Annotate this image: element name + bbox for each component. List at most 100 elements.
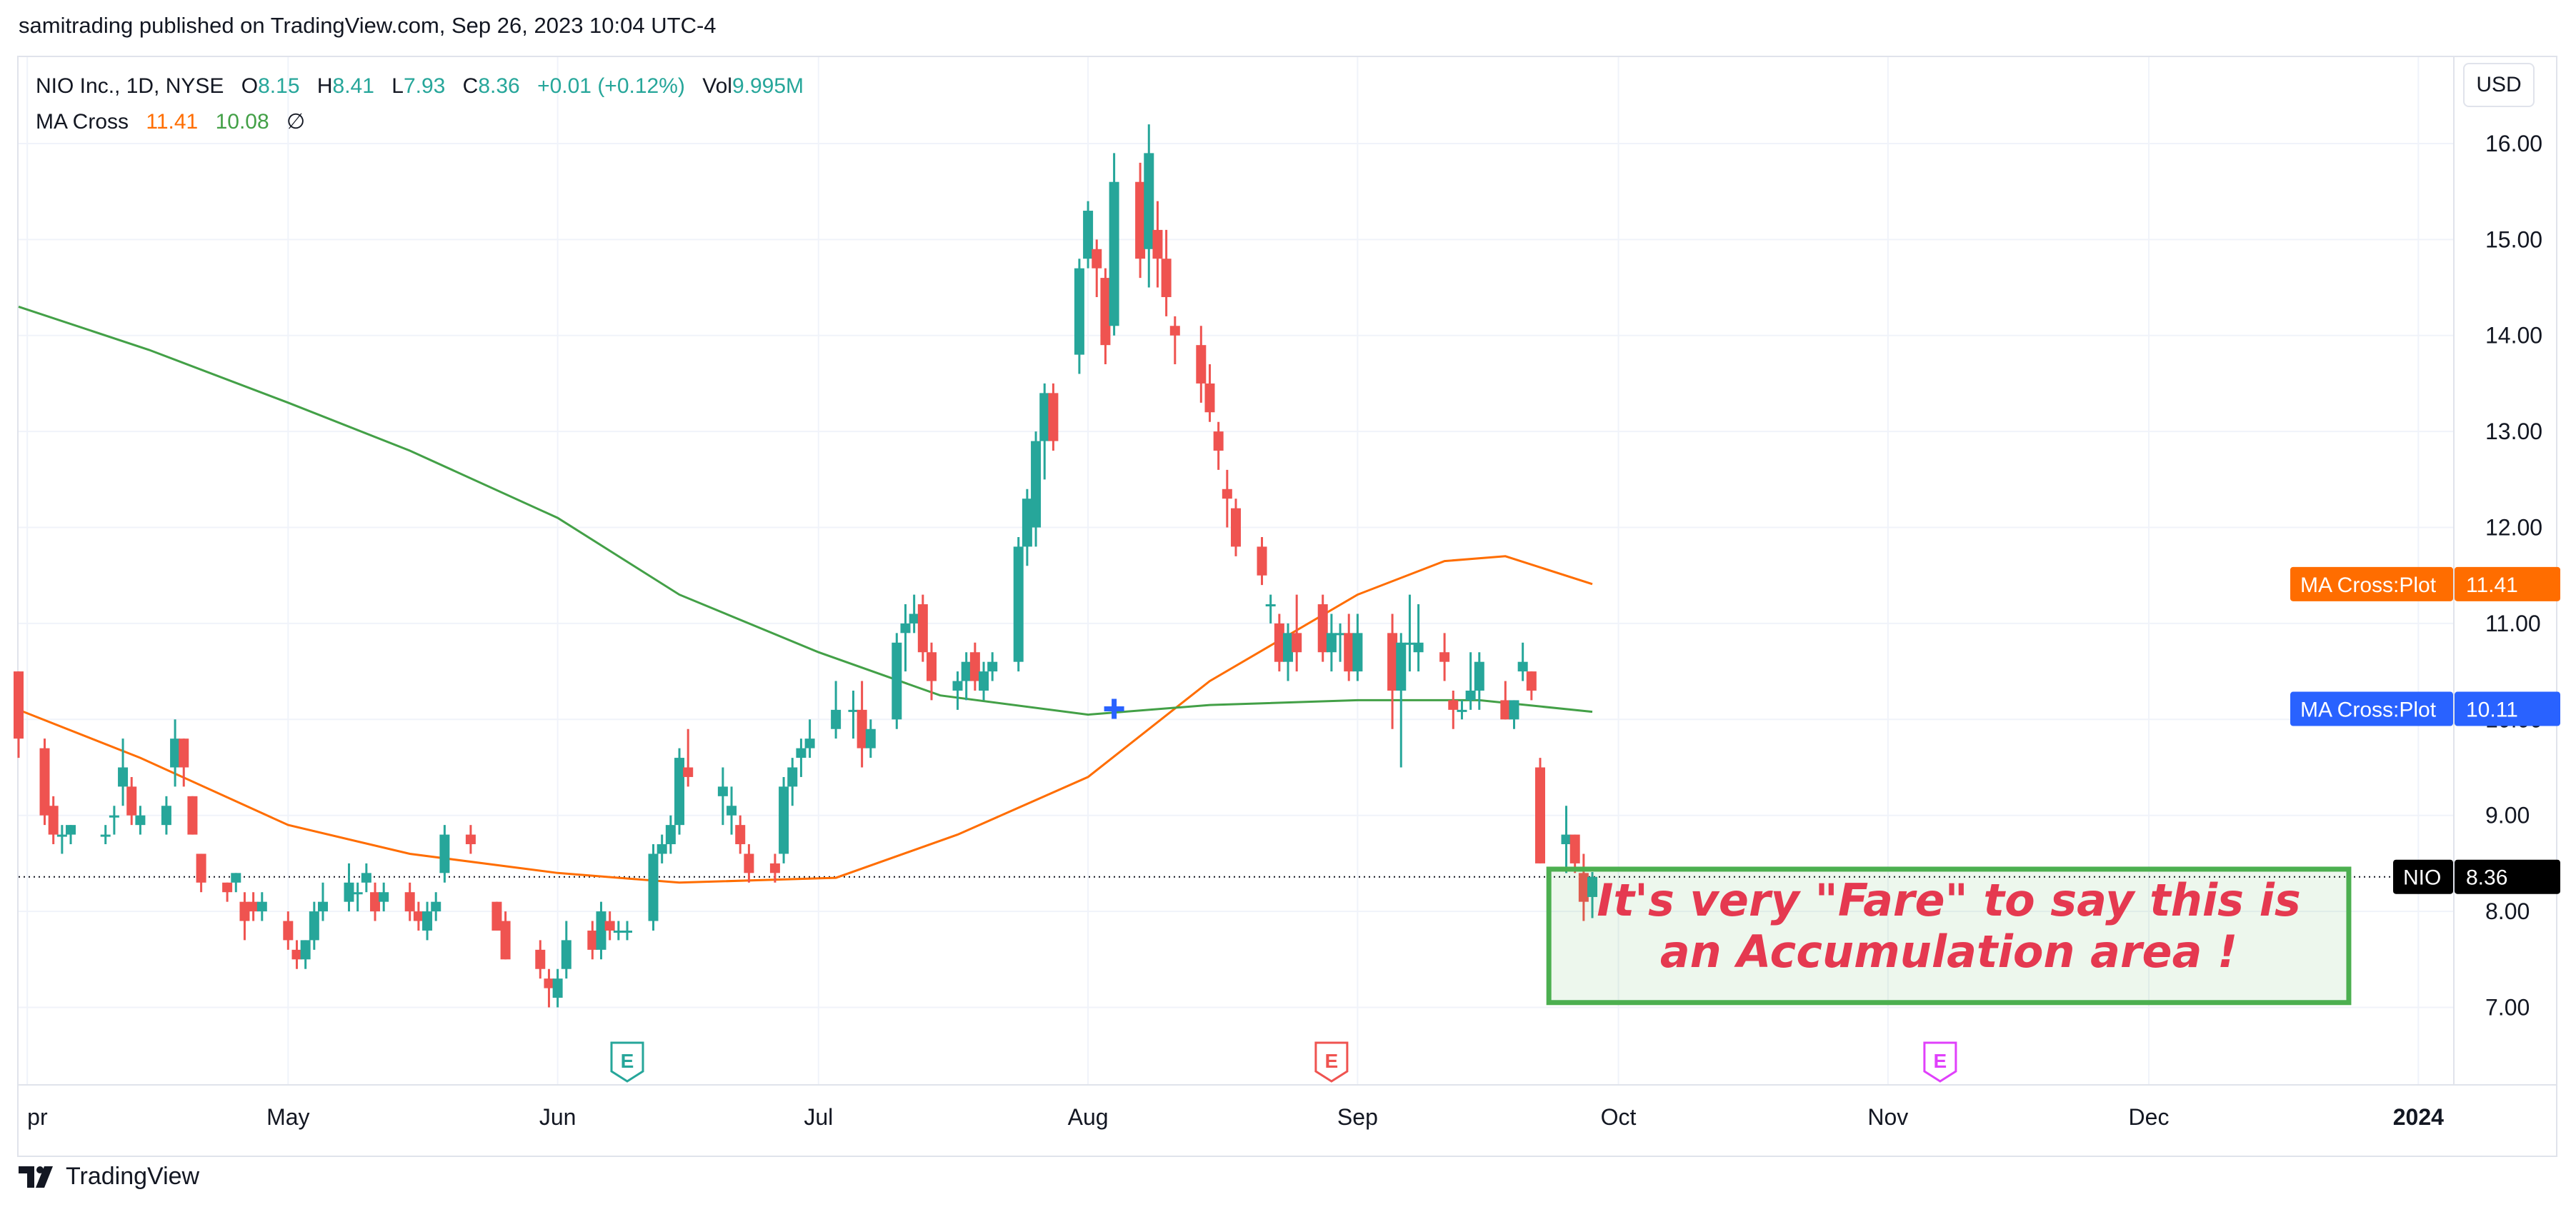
candle-body [717,786,728,796]
legend-volume-value: 9.995M [732,74,804,98]
candle [744,844,754,883]
candle [1196,326,1207,403]
legend-close-value: 8.36 [478,74,520,98]
candle [1352,613,1363,681]
candle [1448,690,1459,729]
candle-body [1231,508,1241,547]
ma-slow-line [18,305,1593,716]
legend-high-value: 8.41 [332,74,374,98]
candle [1274,613,1284,672]
candle-body [1204,383,1215,413]
price-tick-label: 14.00 [2485,323,2542,349]
legend-ma-name[interactable]: MA Cross [36,110,129,134]
candle-body [1344,633,1354,672]
candle [1344,613,1354,681]
ma-fast-tag[interactable]: MA Cross:Plot 11.41 [2290,566,2560,601]
price-tick-label: 9.00 [2485,803,2530,828]
candle-body [1474,661,1484,691]
currency-button[interactable]: USD [2463,63,2535,107]
candle [857,681,867,768]
candle-body [1152,229,1163,259]
candle-body [927,652,937,681]
candle [222,882,233,902]
candle-body [196,853,206,883]
candle-body [66,825,76,835]
candle [187,796,198,835]
candle [422,901,433,941]
last-price-tag[interactable]: NIO 8.36 [2393,859,2560,894]
time-tick-label: Nov [1867,1104,1908,1130]
tradingview-logo[interactable]: TradingView [19,1163,199,1191]
candle-body [291,949,302,960]
ma-slow-tag-value: 10.11 [2466,698,2518,722]
candle-body [439,834,450,873]
ma-slow-tag[interactable]: MA Cross:Plot 10.11 [2290,691,2560,726]
candle-body [831,709,842,729]
candle-body [648,853,659,921]
candle [1161,229,1172,316]
candle-body [404,892,415,912]
time-tick-label: Jun [539,1104,576,1130]
candle-body [561,940,571,969]
earnings-icon[interactable]: E [1923,1041,1957,1083]
price-tick-label: 15.00 [2485,226,2542,252]
price-tick-label: 16.00 [2485,131,2542,156]
candle [1204,364,1215,422]
candle [1404,594,1415,672]
candle-body [744,853,754,873]
candle [56,825,67,854]
candle [1535,758,1545,863]
earnings-label: E [1325,1050,1339,1072]
candle-body [491,901,502,931]
candle [1561,806,1572,873]
candle-body [170,738,181,768]
legend-symbol[interactable]: NIO Inc., 1D, NYSE [36,74,224,98]
price-tick-label: 13.00 [2485,419,2542,444]
candle [969,642,980,691]
candle-body [1465,690,1476,701]
candle-body [1448,700,1459,710]
candle [674,748,685,835]
candle [1587,871,1598,918]
candle-body [1335,633,1346,636]
candle [1326,613,1337,672]
last-price-tag-value: 8.36 [2466,866,2507,890]
chart-pane[interactable] [17,56,2557,1157]
candle [109,806,119,835]
candle [657,834,667,863]
candle [648,844,659,931]
time-tick-label: Jul [804,1104,833,1130]
candle-body [1387,633,1398,691]
candle-body [56,834,67,837]
candle-body [969,652,980,681]
candle [1578,853,1589,921]
candle [779,776,789,863]
candle-body [1587,876,1598,897]
candle-body [779,786,789,854]
candle-body [1317,604,1328,653]
legend-ma-extra: ∅ [286,110,306,134]
candle [1265,594,1276,623]
candle-body [1161,259,1172,297]
earnings-icon[interactable]: E [610,1041,644,1083]
candle-body [422,911,433,931]
candle-body [1535,767,1545,863]
candle-body [465,834,476,845]
candle [1169,316,1180,365]
candle-body [1109,181,1119,326]
candle-body [222,882,233,893]
candle [1413,604,1424,672]
candle [1092,239,1102,297]
ma-fast-tag-value: 11.41 [2466,574,2518,597]
ma-slow-tag-value-bg [2455,691,2560,726]
candle-body [1561,834,1572,845]
earnings-icon[interactable]: E [1314,1041,1349,1083]
candle [1031,431,1042,547]
candle-body [1439,652,1450,662]
ma-fast-tag-label-bg [2290,566,2453,601]
candle-body [892,642,902,720]
candle [1292,594,1302,672]
candle-body [727,806,737,816]
candle [283,911,294,950]
